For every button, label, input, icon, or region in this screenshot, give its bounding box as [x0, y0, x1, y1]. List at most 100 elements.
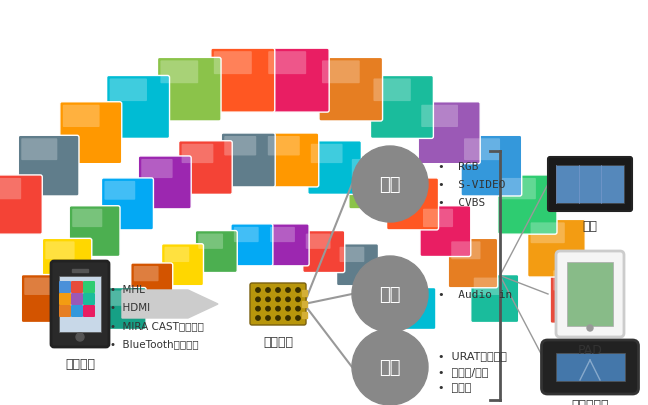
Circle shape	[256, 307, 260, 311]
Circle shape	[587, 325, 593, 331]
FancyBboxPatch shape	[59, 281, 71, 293]
FancyBboxPatch shape	[319, 58, 382, 122]
FancyArrow shape	[122, 290, 218, 318]
FancyBboxPatch shape	[371, 76, 434, 139]
FancyBboxPatch shape	[133, 266, 159, 281]
FancyBboxPatch shape	[24, 278, 52, 295]
FancyBboxPatch shape	[0, 179, 21, 200]
Text: PAD: PAD	[577, 343, 603, 356]
FancyBboxPatch shape	[59, 305, 71, 317]
FancyBboxPatch shape	[71, 293, 83, 305]
FancyBboxPatch shape	[195, 231, 237, 273]
Text: •  S-VIDEO: • S-VIDEO	[438, 179, 505, 190]
FancyBboxPatch shape	[51, 261, 109, 347]
FancyBboxPatch shape	[336, 244, 378, 286]
FancyBboxPatch shape	[420, 206, 471, 257]
Circle shape	[276, 297, 280, 302]
Bar	[302, 290, 307, 296]
Circle shape	[256, 297, 260, 302]
FancyBboxPatch shape	[0, 175, 42, 234]
FancyBboxPatch shape	[102, 179, 154, 230]
Text: 视频: 视频	[379, 175, 400, 194]
FancyBboxPatch shape	[161, 61, 198, 84]
FancyBboxPatch shape	[553, 271, 586, 291]
Text: 控制: 控制	[379, 358, 400, 376]
Circle shape	[352, 147, 428, 222]
Bar	[567, 262, 613, 326]
FancyBboxPatch shape	[474, 278, 502, 295]
Bar	[555, 353, 625, 381]
FancyBboxPatch shape	[311, 145, 343, 164]
FancyBboxPatch shape	[542, 340, 638, 394]
FancyBboxPatch shape	[110, 79, 147, 102]
FancyBboxPatch shape	[548, 158, 632, 211]
FancyBboxPatch shape	[63, 105, 100, 128]
FancyBboxPatch shape	[161, 244, 203, 286]
Text: •  HDMI: • HDMI	[110, 302, 150, 312]
FancyBboxPatch shape	[107, 76, 170, 139]
Bar	[556, 166, 624, 203]
FancyBboxPatch shape	[268, 136, 300, 156]
FancyBboxPatch shape	[389, 181, 421, 200]
FancyBboxPatch shape	[231, 224, 273, 266]
Text: 映射模块: 映射模块	[263, 335, 293, 348]
Circle shape	[256, 316, 260, 320]
FancyBboxPatch shape	[265, 49, 329, 113]
FancyBboxPatch shape	[45, 242, 75, 260]
FancyBboxPatch shape	[501, 179, 536, 200]
Bar	[72, 269, 88, 272]
FancyBboxPatch shape	[387, 179, 439, 230]
FancyBboxPatch shape	[423, 209, 453, 228]
Circle shape	[276, 288, 280, 292]
FancyBboxPatch shape	[498, 175, 557, 234]
FancyBboxPatch shape	[418, 102, 480, 164]
FancyBboxPatch shape	[221, 134, 275, 188]
Circle shape	[266, 307, 270, 311]
FancyBboxPatch shape	[60, 102, 122, 164]
FancyBboxPatch shape	[234, 227, 259, 243]
FancyBboxPatch shape	[18, 136, 79, 196]
FancyBboxPatch shape	[268, 52, 307, 75]
Circle shape	[76, 333, 84, 341]
FancyBboxPatch shape	[470, 275, 519, 323]
FancyBboxPatch shape	[198, 234, 223, 249]
FancyBboxPatch shape	[531, 223, 565, 243]
Text: •  MHL: • MHL	[110, 284, 145, 294]
FancyBboxPatch shape	[179, 141, 232, 195]
FancyBboxPatch shape	[211, 49, 275, 113]
FancyBboxPatch shape	[349, 157, 402, 209]
FancyBboxPatch shape	[451, 242, 480, 260]
FancyBboxPatch shape	[267, 224, 309, 266]
FancyBboxPatch shape	[71, 305, 83, 317]
FancyBboxPatch shape	[83, 293, 95, 305]
FancyBboxPatch shape	[181, 145, 213, 164]
Circle shape	[286, 288, 290, 292]
FancyBboxPatch shape	[157, 58, 221, 122]
Bar	[302, 312, 307, 318]
Bar	[59, 276, 101, 332]
Circle shape	[352, 329, 428, 405]
FancyBboxPatch shape	[373, 79, 411, 102]
FancyBboxPatch shape	[270, 227, 295, 243]
Circle shape	[276, 316, 280, 320]
FancyBboxPatch shape	[224, 136, 256, 156]
Circle shape	[266, 297, 270, 302]
FancyBboxPatch shape	[107, 291, 132, 306]
FancyBboxPatch shape	[448, 239, 498, 288]
Circle shape	[295, 316, 300, 320]
FancyBboxPatch shape	[461, 136, 522, 196]
Circle shape	[295, 307, 300, 311]
FancyBboxPatch shape	[83, 305, 95, 317]
Text: 音频: 音频	[379, 285, 400, 303]
FancyBboxPatch shape	[550, 268, 606, 324]
FancyBboxPatch shape	[83, 281, 95, 293]
Circle shape	[266, 288, 270, 292]
FancyBboxPatch shape	[104, 181, 135, 200]
FancyBboxPatch shape	[250, 284, 306, 325]
Circle shape	[276, 307, 280, 311]
FancyBboxPatch shape	[352, 160, 383, 179]
FancyBboxPatch shape	[69, 206, 120, 257]
Text: •  MIRA CAST（无线）: • MIRA CAST（无线）	[110, 320, 204, 330]
FancyBboxPatch shape	[59, 293, 71, 305]
FancyBboxPatch shape	[527, 220, 585, 277]
